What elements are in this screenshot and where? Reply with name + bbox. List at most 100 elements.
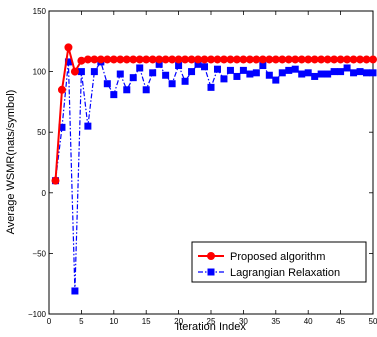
data-point-proposed: [323, 55, 332, 64]
legend: Proposed algorithm Lagrangian Relaxation: [191, 241, 367, 283]
data-point-lagrangian: [213, 65, 221, 73]
legend-marker-lagrangian: [207, 268, 215, 276]
data-point-lagrangian: [285, 66, 293, 74]
data-point-lagrangian: [246, 70, 254, 78]
data-point-lagrangian: [123, 86, 131, 94]
data-point-proposed: [135, 55, 144, 64]
y-tick-label: 150: [33, 7, 47, 16]
data-point-proposed: [297, 55, 306, 64]
data-point-lagrangian: [337, 68, 345, 76]
data-point-proposed: [349, 55, 358, 64]
x-axis-title: Iteration Index: [176, 321, 246, 333]
data-point-lagrangian: [317, 70, 325, 78]
data-point-proposed: [258, 55, 267, 64]
data-point-lagrangian: [181, 77, 189, 85]
data-point-lagrangian: [265, 71, 273, 79]
data-point-proposed: [343, 55, 352, 64]
data-point-lagrangian: [116, 70, 124, 78]
data-point-lagrangian: [103, 80, 111, 88]
data-point-lagrangian: [324, 70, 332, 78]
data-point-proposed: [252, 55, 261, 64]
data-point-lagrangian: [168, 80, 176, 88]
data-point-lagrangian: [188, 68, 196, 76]
data-point-proposed: [103, 55, 112, 64]
data-point-proposed: [336, 55, 345, 64]
data-point-proposed: [90, 55, 99, 64]
legend-marker-proposed: [207, 252, 215, 260]
data-point-lagrangian: [226, 66, 234, 74]
y-axis-title: Average WSMR(nats/symbol): [5, 90, 17, 235]
legend-box: [191, 241, 367, 283]
data-point-proposed: [96, 55, 105, 64]
data-point-proposed: [77, 56, 86, 65]
data-point-lagrangian: [136, 64, 144, 72]
data-point-lagrangian: [252, 69, 260, 77]
data-point-lagrangian: [77, 68, 85, 76]
data-point-lagrangian: [356, 68, 364, 76]
data-point-proposed: [57, 85, 66, 94]
data-point-proposed: [168, 55, 177, 64]
x-tick-label: 30: [239, 317, 248, 326]
data-point-lagrangian: [129, 74, 137, 82]
x-tick-label: 15: [142, 317, 151, 326]
data-point-proposed: [174, 55, 183, 64]
data-point-lagrangian: [162, 71, 170, 79]
x-tick-label: 20: [174, 317, 183, 326]
data-point-lagrangian: [311, 72, 319, 80]
data-point-proposed: [109, 55, 118, 64]
data-point-lagrangian: [272, 76, 280, 84]
x-tick-label: 35: [271, 317, 280, 326]
legend-label-lagrangian: Lagrangian Relaxation: [230, 267, 340, 279]
data-point-lagrangian: [84, 122, 92, 130]
y-tick-label: 0: [42, 189, 47, 198]
data-point-proposed: [116, 55, 125, 64]
data-point-lagrangian: [363, 69, 371, 77]
legend-item-proposed: Proposed algorithm: [198, 251, 325, 263]
data-point-proposed: [362, 55, 371, 64]
data-point-lagrangian: [291, 65, 299, 73]
data-point-lagrangian: [207, 83, 215, 91]
data-point-proposed: [317, 55, 326, 64]
data-point-proposed: [187, 55, 196, 64]
y-tick-label: 100: [33, 68, 47, 77]
data-point-lagrangian: [369, 69, 377, 77]
data-point-proposed: [239, 55, 248, 64]
data-point-proposed: [142, 55, 151, 64]
data-point-proposed: [64, 43, 73, 52]
x-tick-label: 45: [336, 317, 345, 326]
data-point-lagrangian: [149, 69, 157, 77]
x-tick-label: 25: [207, 317, 216, 326]
data-point-proposed: [304, 55, 313, 64]
legend-label-proposed: Proposed algorithm: [230, 251, 325, 263]
series-layer: [51, 43, 377, 295]
data-point-proposed: [181, 55, 190, 64]
x-tick-label: 50: [369, 317, 377, 326]
data-point-lagrangian: [259, 62, 267, 70]
data-point-lagrangian: [71, 287, 79, 295]
data-point-proposed: [271, 55, 280, 64]
data-point-lagrangian: [298, 70, 306, 78]
data-point-lagrangian: [64, 58, 72, 66]
data-point-proposed: [148, 55, 157, 64]
data-point-proposed: [369, 55, 377, 64]
data-point-lagrangian: [350, 69, 358, 77]
data-point-lagrangian: [201, 63, 209, 71]
data-point-proposed: [51, 176, 60, 185]
data-point-proposed: [161, 55, 170, 64]
data-point-proposed: [155, 55, 164, 64]
legend-item-lagrangian: Lagrangian Relaxation: [198, 267, 340, 279]
data-point-proposed: [284, 55, 293, 64]
data-point-lagrangian: [278, 69, 286, 77]
data-point-lagrangian: [343, 64, 351, 72]
data-point-lagrangian: [90, 68, 98, 76]
data-point-proposed: [356, 55, 365, 64]
data-point-lagrangian: [330, 68, 338, 76]
data-point-lagrangian: [304, 69, 312, 77]
data-point-proposed: [70, 67, 79, 76]
data-point-proposed: [122, 55, 131, 64]
data-point-proposed: [207, 55, 215, 64]
data-point-proposed: [278, 55, 287, 64]
data-point-proposed: [310, 55, 319, 64]
y-tick-label: 50: [37, 128, 46, 137]
